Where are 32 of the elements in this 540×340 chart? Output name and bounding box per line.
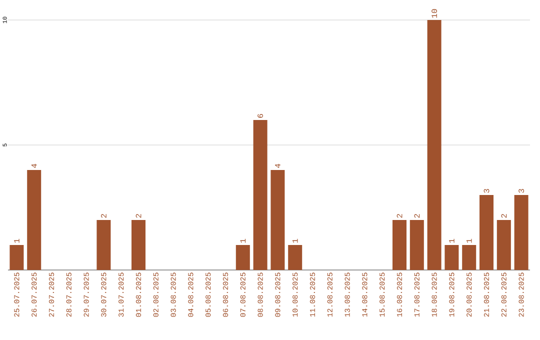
bar [410,220,424,270]
bar [96,220,111,270]
data-label: 2 [396,214,402,218]
bar [480,195,494,270]
data-label: 4 [31,164,37,168]
bar [27,170,42,270]
data-label: 1 [466,238,472,243]
data-label: 4 [275,164,280,168]
bar [288,245,302,270]
data-label: 2 [136,214,142,218]
data-label: 2 [501,214,507,218]
bar [270,170,285,270]
bar [253,120,268,270]
bar [444,245,459,270]
data-label: 1 [240,238,246,243]
bar [132,220,146,270]
data-label: 2 [414,214,420,218]
bar [514,195,528,270]
data-label: 6 [258,114,264,118]
bar [10,245,24,270]
bar [427,20,442,270]
bar [236,245,250,270]
data-label: 2 [101,214,106,218]
data-label: 3 [518,189,524,193]
data-label: 1 [292,238,298,243]
bar [496,220,511,270]
data-label: 10 [432,9,438,18]
data-label: 1 [449,238,454,243]
data-label: 1 [14,238,20,243]
bar [392,220,407,270]
data-label: 3 [484,189,490,193]
bar [462,245,476,270]
